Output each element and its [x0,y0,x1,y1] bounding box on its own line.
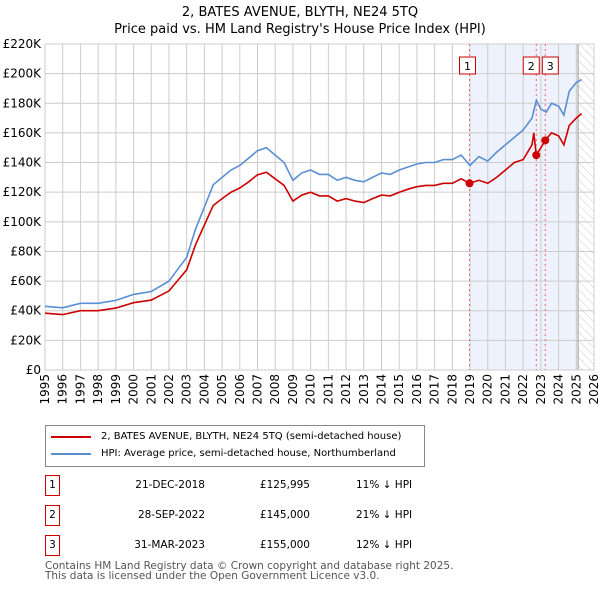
x-tick-label: 2014 [374,374,388,405]
x-tick-label: 2021 [498,374,512,405]
y-tick-label: £60K [10,274,42,288]
transaction-date: 28-SEP-2022 [137,509,205,521]
x-tick-label: 2020 [481,374,495,405]
hatched-region [578,44,594,370]
x-tick-label: 1997 [73,374,87,405]
sale-point [465,179,474,188]
x-tick-label: 2011 [321,374,335,405]
sale-label: 3 [547,60,554,73]
x-tick-label: 2019 [463,374,477,405]
sale-label-box [459,56,477,75]
legend-hpi: HPI: Average price, semi-detached house,… [101,448,396,459]
x-tick-label: 2017 [428,374,442,405]
series-line [44,112,583,316]
transaction-price: £145,000 [259,509,310,521]
blue-line-swatch [51,452,91,455]
transaction-hpi: 21% ↓ HPI [356,509,413,521]
sale-point [532,151,541,160]
x-tick-label: 1999 [109,374,123,405]
y-tick-label: £80K [10,244,42,258]
transaction-number: 2 [45,505,60,526]
x-tick-label: 2000 [127,374,141,405]
plot-frame [44,43,595,371]
sale-label: 2 [528,60,535,73]
sale-label-box [522,56,540,75]
x-tick-label: 2007 [251,374,265,405]
transaction-number: 1 [45,475,60,496]
y-tick-label: £180K [3,96,43,110]
price-chart: £0 £20K £40K £60K £80K £100K £120K £140K £160K £1… [3,37,600,405]
transaction-price: £155,000 [259,539,310,551]
transaction-row: 1 21-DEC-2018 £125,995 11% ↓ HPI [45,475,445,496]
x-tick-label: 2008 [268,374,282,405]
series-line [44,78,582,309]
y-tick-label: £120K [3,185,43,199]
subtitle-line: Price paid vs. HM Land Registry's House … [114,22,486,37]
y-tick-label: £220K [3,37,43,51]
x-tick-label: 2005 [215,374,229,405]
transaction-row: 2 28-SEP-2022 £145,000 21% ↓ HPI [45,505,445,526]
x-tick-label: 2015 [392,374,406,405]
x-tick-label: 2004 [197,374,211,405]
transaction-date: 21-DEC-2018 [135,479,205,491]
red-line-swatch [51,435,91,438]
x-tick-label: 2018 [445,374,459,405]
x-tick-label: 2026 [587,374,600,405]
x-tick-label: 2002 [162,374,176,405]
title-line: 2, BATES AVENUE, BLYTH, NE24 5TQ [181,5,419,20]
x-tick-label: 1998 [91,374,105,405]
transaction-date: 31-MAR-2023 [134,539,205,551]
y-tick-label: £0 [26,363,41,377]
transaction-hpi: 11% ↓ HPI [356,479,413,491]
footer-line: Contains HM Land Registry data © Crown c… [45,560,454,572]
transaction-number: 3 [45,535,60,556]
y-tick-label: £200K [3,67,43,81]
x-tick-label: 2009 [286,374,300,405]
x-tick-label: 2013 [357,374,371,405]
transaction-row: 3 31-MAR-2023 £155,000 12% ↓ HPI [45,535,445,556]
x-tick-label: 2025 [569,374,583,405]
x-tick-label: 2003 [180,374,194,405]
footer-line: This data is licensed under the Open Gov… [45,570,380,582]
y-tick-label: £40K [10,304,42,318]
x-tick-label: 2016 [410,374,424,405]
x-tick-label: 2024 [552,374,566,405]
x-tick-label: 2023 [534,374,548,405]
legend: 2, BATES AVENUE, BLYTH, NE24 5TQ (semi-d… [45,425,425,467]
x-tick-label: 1996 [56,374,70,405]
legend-property: 2, BATES AVENUE, BLYTH, NE24 5TQ (semi-d… [101,431,402,442]
transaction-hpi: 12% ↓ HPI [356,539,413,551]
x-tick-label: 1995 [38,374,52,405]
x-tick-label: 2010 [304,374,318,405]
y-tick-label: £20K [10,333,42,347]
y-tick-label: £100K [3,215,43,229]
chart-title: 2, BATES AVENUE, BLYTH, NE24 5TQ Price p… [0,4,600,38]
transaction-price: £125,995 [259,479,310,491]
y-tick-label: £140K [3,156,43,170]
sale-point [541,136,550,145]
shaded-region [469,44,579,370]
x-tick-label: 2006 [233,374,247,405]
sale-label: 1 [464,60,471,73]
x-tick-label: 2022 [516,374,530,405]
footer: Contains HM Land Registry data © Crown c… [45,560,454,582]
sale-label-box [541,56,559,75]
y-tick-label: £160K [3,126,43,140]
x-tick-label: 2012 [339,374,353,405]
x-tick-label: 2001 [144,374,158,405]
